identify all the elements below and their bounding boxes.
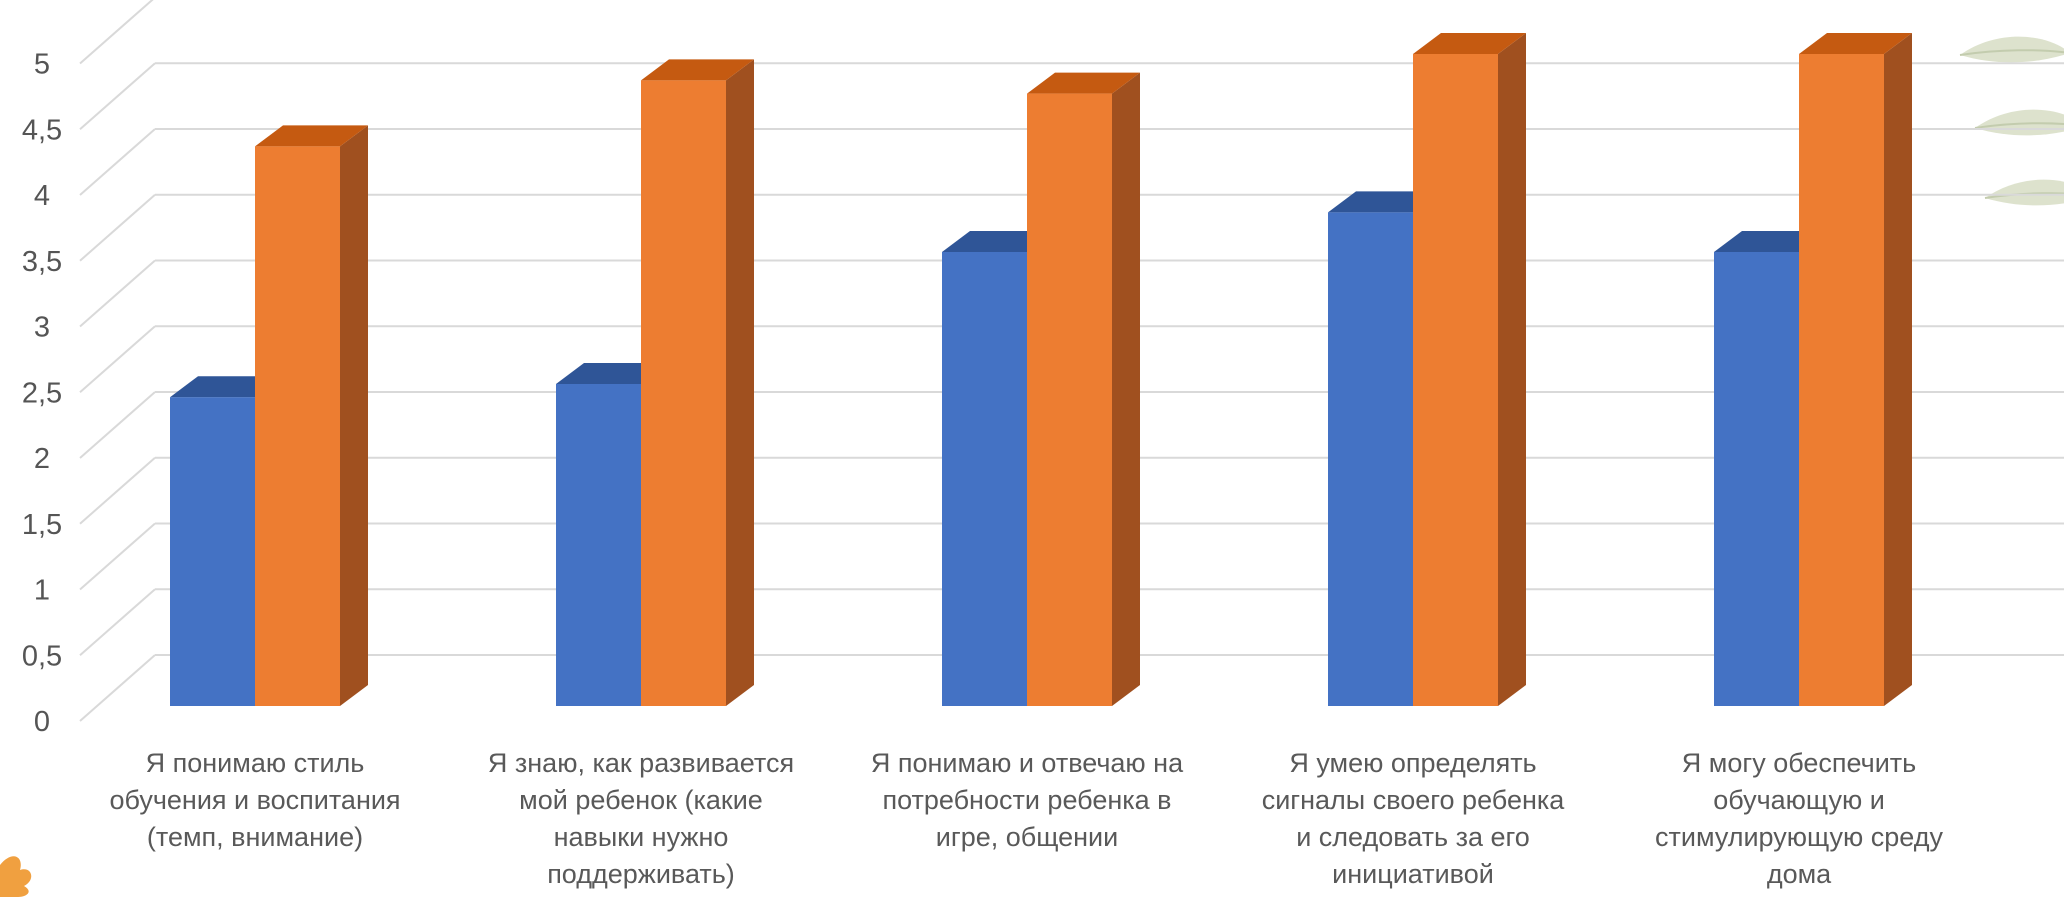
gridline-depth [79, 259, 156, 328]
leaf-vein [1974, 122, 2064, 129]
y-tick-label: 1,5 [22, 509, 62, 541]
bar-top [641, 59, 754, 81]
x-tick-label-line: сигналы своего ребенка [1262, 785, 1566, 815]
bar-front [1328, 212, 1413, 706]
gridline-depth [79, 128, 156, 196]
x-tick-label-line: Я понимаю стиль [146, 748, 365, 778]
bar-top [1027, 72, 1140, 94]
gridline-depth [79, 62, 156, 131]
x-tick-label: Я умею определять сигналы своего ребенка и… [1262, 748, 1566, 889]
y-tick-label: 2 [34, 443, 50, 475]
y-tick-label: 0 [34, 706, 50, 738]
bar-front [556, 384, 641, 706]
bar-side [1112, 72, 1140, 707]
y-tick-label: 3 [34, 312, 50, 344]
x-tick-label-line: Я могу обеспечить [1682, 748, 1916, 778]
gridline-depth [79, 654, 156, 722]
x-tick-label: Я понимаю и отвечаю на потребности ребенк… [871, 748, 1184, 852]
bar-top [1714, 231, 1827, 252]
bar-top [170, 376, 283, 398]
bar-top [556, 363, 669, 384]
bar-top [1328, 191, 1441, 213]
bar-front [1799, 54, 1884, 706]
bar-top [1799, 33, 1912, 54]
gridline-depth [79, 193, 156, 262]
bar-front [942, 252, 1027, 706]
bar-top [1413, 33, 1526, 54]
leaf-icon [1985, 179, 2064, 206]
gridline-depth [79, 325, 156, 394]
leaf-vein [1984, 192, 2064, 199]
x-tick-label-line: Я знаю, как развивается [488, 748, 794, 778]
x-tick-label: Я понимаю стиль обучения и воспитания (тем… [109, 748, 400, 852]
bar [1413, 33, 1526, 706]
leaf-vein [1959, 49, 2064, 56]
x-tick-label-line: игре, общении [936, 822, 1118, 852]
bar [1027, 72, 1140, 707]
bar-front [1413, 54, 1498, 706]
bar [641, 59, 754, 706]
x-tick-label-line: Я понимаю и отвечаю на [871, 748, 1184, 778]
bar-top [942, 231, 1055, 252]
x-tick-label-line: стимулирующую среду [1655, 822, 1943, 852]
y-tick-label: 4,5 [22, 114, 62, 146]
bar-side [1884, 33, 1912, 706]
x-tick-label-line: навыки нужно [554, 822, 729, 852]
x-tick-label-line: потребности ребенка в [882, 785, 1171, 815]
bar-front [641, 80, 726, 706]
x-tick-label-line: поддерживать) [547, 859, 735, 889]
gridline-depth [79, 456, 156, 525]
bar-front [255, 146, 340, 706]
gridline-depth [79, 522, 156, 591]
flower-icon [0, 856, 32, 897]
bars [170, 33, 1912, 707]
bar-side [726, 59, 754, 706]
bar-side [1498, 33, 1526, 706]
y-tick-label: 2,5 [22, 377, 62, 409]
x-tick-label-line: обучающую и [1713, 785, 1885, 815]
x-tick-label-line: Я умею определять [1289, 748, 1536, 778]
y-tick-label: 4 [34, 180, 50, 212]
bar-top [255, 125, 368, 147]
y-tick-label: 0,5 [22, 640, 62, 672]
x-tick-label-line: обучения и воспитания [109, 785, 400, 815]
x-tick-label-line: и следовать за его [1296, 822, 1530, 852]
x-tick-label-line: мой ребенок (какие [519, 785, 763, 815]
y-tick-label: 3,5 [22, 246, 62, 278]
gridline-depth [79, 588, 156, 657]
x-tick-label-line: (темп, внимание) [147, 822, 363, 852]
gridline-depth [79, 0, 154, 65]
x-tick-label: Я могу обеспечить обучающую и стимулирующу… [1655, 748, 1943, 889]
bar-front [1027, 93, 1112, 707]
bar-front [170, 397, 255, 706]
bar-front [1714, 252, 1799, 706]
bar [1799, 33, 1912, 706]
bar-side [340, 125, 368, 706]
gridline-depth [79, 391, 156, 459]
bar [255, 125, 368, 706]
x-tick-label-line: дома [1767, 859, 1832, 889]
y-tick-label: 1 [34, 575, 50, 607]
x-tick-label: Я знаю, как развивается мой ребенок (каки… [488, 748, 794, 889]
y-tick-label: 5 [34, 49, 50, 81]
x-axis-labels: Я понимаю стиль обучения и воспитания (тем… [109, 748, 1943, 889]
y-axis-ticks: 0 0,5 1 1,5 2 2,5 3 3,5 4 4,5 5 [22, 49, 62, 739]
x-tick-label-line: инициативой [1332, 859, 1494, 889]
